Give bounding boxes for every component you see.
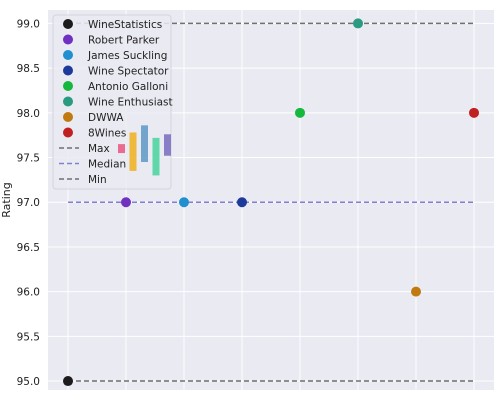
legend-decoration-bar — [118, 144, 125, 154]
y-tick-label: 98.0 — [17, 108, 40, 120]
y-tick-label: 95.5 — [17, 331, 40, 343]
data-point — [63, 376, 73, 387]
legend-label: James Suckling — [87, 50, 167, 62]
legend-marker — [63, 96, 73, 107]
y-tick-labels: 95.0 95.5 96.0 96.5 97.0 97.5 98.0 98.5 99.0 — [17, 18, 40, 388]
legend-label: WineStatistics — [88, 19, 162, 31]
legend-marker — [63, 50, 73, 60]
legend-decoration-bar — [129, 132, 137, 171]
y-tick-label: 97.0 — [17, 197, 40, 209]
legend-marker — [63, 127, 73, 138]
legend-decoration-bar — [164, 134, 171, 156]
legend-marker — [63, 112, 73, 122]
legend-label: 8Wines — [88, 128, 126, 140]
y-tick-label: 97.5 — [17, 153, 40, 165]
legend-label: Min — [88, 174, 107, 186]
data-points — [63, 18, 479, 387]
legend-marker — [63, 81, 73, 91]
y-tick-label: 95.0 — [17, 376, 40, 388]
legend-label: DWWA — [88, 112, 124, 124]
data-point — [295, 107, 305, 118]
legend-decoration-bar — [141, 125, 148, 162]
data-point — [179, 197, 189, 208]
data-point — [469, 107, 479, 118]
legend-label: Wine Spectator — [88, 66, 169, 78]
y-tick-label: 96.5 — [17, 242, 40, 254]
y-axis-label: Rating — [0, 182, 13, 217]
legend-label: Robert Parker — [88, 35, 160, 47]
data-point — [411, 286, 421, 297]
legend: WineStatistics Robert Parker James Sucklin… — [52, 14, 173, 190]
legend-label: Median — [88, 159, 126, 171]
y-tick-label: 99.0 — [17, 18, 40, 30]
legend-label: Max — [88, 143, 110, 155]
y-tick-label: 98.5 — [17, 63, 40, 75]
data-point — [237, 197, 247, 208]
data-point — [121, 197, 131, 208]
legend-marker — [63, 34, 73, 45]
legend-decoration-bar — [152, 137, 160, 176]
legend-marker — [63, 65, 73, 76]
legend-label: Wine Enthusiast — [88, 97, 173, 109]
legend-label: Antonio Galloni — [88, 81, 168, 93]
legend-marker — [63, 19, 73, 29]
y-tick-label: 96.0 — [17, 287, 40, 299]
data-point — [353, 18, 363, 29]
